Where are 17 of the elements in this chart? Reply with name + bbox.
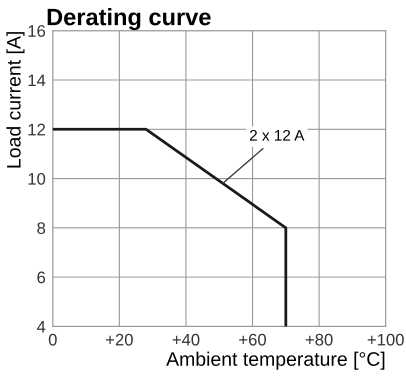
x-tick-label: 0 bbox=[48, 334, 57, 346]
x-tick-label: +80 bbox=[306, 334, 333, 346]
y-tick-label: 12 bbox=[28, 124, 45, 136]
y-tick-label: 14 bbox=[28, 74, 46, 86]
y-tick-label: 4 bbox=[36, 320, 46, 332]
x-tick-label: +100 bbox=[368, 334, 404, 346]
x-tick-label: +60 bbox=[239, 334, 266, 346]
x-tick-label: +20 bbox=[106, 334, 133, 346]
x-axis-title: Ambient temperature [°C] bbox=[166, 352, 384, 370]
y-tick-label: 6 bbox=[37, 272, 46, 284]
y-tick-label: 10 bbox=[28, 172, 46, 185]
y-tick-label: 8 bbox=[37, 222, 46, 234]
x-tick-label: +40 bbox=[172, 334, 200, 346]
y-tick-label: 16 bbox=[28, 25, 46, 37]
chart-title: Derating curve bbox=[48, 8, 211, 30]
annotation: 2 x 12 A bbox=[250, 130, 304, 141]
y-axis-title: Load current [A] bbox=[6, 32, 25, 168]
